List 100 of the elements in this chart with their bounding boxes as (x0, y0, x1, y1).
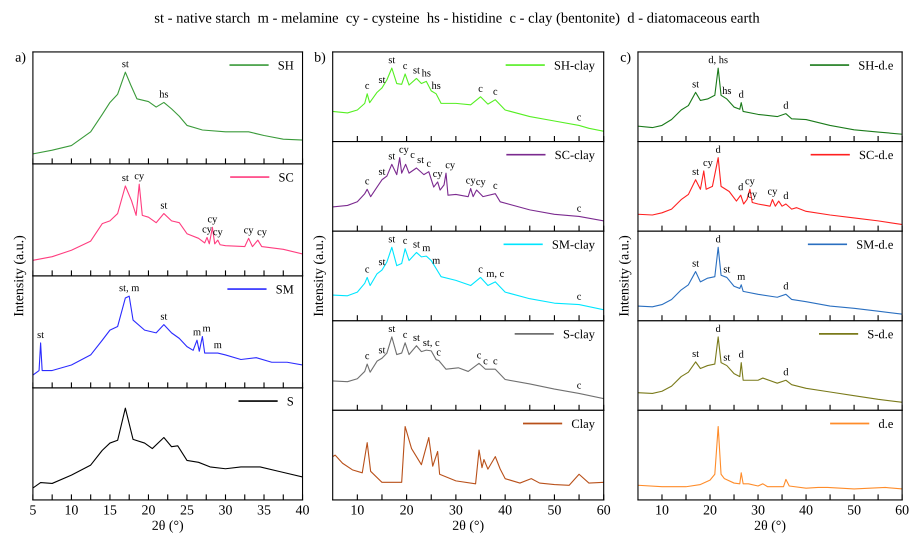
annotation: d (784, 101, 788, 109)
annotation: d (784, 192, 788, 200)
annotation: m (202, 326, 210, 332)
legend-label: SC (279, 173, 294, 182)
legend-label: SM-d.e (857, 240, 893, 249)
x-tick-label: 30 (450, 505, 462, 515)
annotation: c (403, 64, 408, 70)
legend-label: S-d.e (868, 330, 893, 338)
annotation: st (413, 242, 420, 248)
x-tick-label: 40 (498, 505, 512, 515)
annotation: st (692, 81, 700, 88)
annotation: st (388, 57, 396, 64)
legend-label: SH-d.e (859, 60, 893, 70)
legend-label: SH-clay (554, 60, 595, 72)
annotation: m (214, 343, 222, 348)
annotation: m (422, 246, 430, 252)
annotation: st, c (423, 340, 440, 348)
annotation: cy (466, 178, 476, 186)
annotation: st (378, 77, 386, 84)
x-tick-label: 50 (548, 505, 561, 515)
text: b) (314, 52, 326, 65)
annotation: st (388, 326, 396, 332)
annotation: st (122, 175, 129, 182)
annotation: m, c (486, 272, 504, 278)
annotation: d (784, 282, 788, 290)
annotation: hs (432, 82, 440, 89)
x-tick-label: 25 (180, 505, 194, 515)
x-tick-label: 20 (400, 505, 414, 515)
x-axis-title: 2θ (°) (152, 520, 184, 533)
legend-label: S-clay (564, 330, 595, 341)
annotation: st (388, 236, 396, 242)
annotation: cy (768, 190, 778, 197)
x-tick-label: 50 (848, 505, 861, 515)
x-tick-label: 35 (258, 505, 270, 515)
legend-label: SH (278, 61, 294, 70)
annotation: st (378, 347, 386, 354)
text: c) (620, 52, 630, 65)
annotation: c (478, 268, 483, 273)
annotation: c (484, 359, 488, 364)
annotation: st (692, 168, 700, 175)
annotation: c (493, 184, 498, 189)
x-tick-label: 60 (597, 505, 610, 515)
legend-label: S (288, 397, 294, 406)
annotation: d (738, 182, 744, 190)
annotation: hs (722, 86, 732, 94)
annotation: st (378, 168, 386, 175)
y-axis-title: Intensity (a.u.) (313, 236, 326, 316)
x-tick-label: 10 (352, 505, 364, 515)
annotation: c (365, 268, 370, 273)
annotation: c (365, 354, 370, 360)
legend-label: SM (276, 285, 294, 294)
annotation: d (716, 324, 721, 332)
annotation: st (160, 314, 168, 320)
y-axis-title: Intensity (a.u.) (14, 236, 26, 316)
x-tick-label: 10 (66, 505, 78, 515)
annotation: d (739, 350, 744, 358)
annotation: st (378, 259, 386, 266)
annotation: cy (208, 217, 218, 225)
annotation: c (478, 86, 483, 92)
annotation: st (418, 157, 424, 164)
x-tick-label: 20 (142, 505, 155, 515)
annotation: st (388, 153, 396, 160)
annotation: d (739, 90, 744, 98)
text: st - native starch m - melamine cy - cysteine hs - histidine c - clay (bentonite) d - diatomaceous earth (154, 12, 760, 26)
annotation: d (784, 368, 788, 376)
annotation: d (716, 235, 721, 242)
annotation: st (160, 202, 168, 209)
annotation: st, m (120, 285, 140, 293)
x-tick-label: 20 (704, 505, 716, 515)
legend-label: SC-clay (556, 150, 595, 162)
annotation: cy (244, 228, 254, 236)
x-tick-label: 40 (296, 505, 309, 515)
annotation: c (410, 153, 415, 158)
x-axis-title: 2θ (°) (754, 520, 786, 533)
annotation: d, hs (708, 56, 728, 65)
x-tick-label: 40 (799, 505, 812, 515)
x-tick-label: 10 (656, 505, 668, 515)
x-tick-label: 15 (104, 505, 116, 515)
annotation: cy (446, 163, 456, 170)
annotation: c (403, 238, 408, 244)
annotation: cy (258, 230, 267, 238)
annotation: cy (399, 148, 409, 155)
annotation: c (577, 116, 582, 121)
legend-label: SC-d.e (860, 150, 893, 160)
annotation: c (477, 353, 482, 358)
annotation: hs (422, 69, 431, 76)
annotation: st (724, 266, 730, 273)
annotation: c (577, 206, 582, 212)
annotation: c (577, 384, 582, 389)
annotation: cy (433, 172, 443, 180)
annotation: st (413, 68, 420, 74)
legend-label: d.e (878, 419, 893, 428)
annotation: st (38, 332, 44, 338)
annotation: c (436, 350, 441, 356)
legend-label: SM-clay (552, 240, 595, 252)
annotation: c (365, 84, 370, 89)
annotation: d (716, 145, 721, 153)
annotation: c (403, 332, 408, 338)
annotation: cy (476, 180, 486, 188)
annotation: m (193, 330, 201, 336)
